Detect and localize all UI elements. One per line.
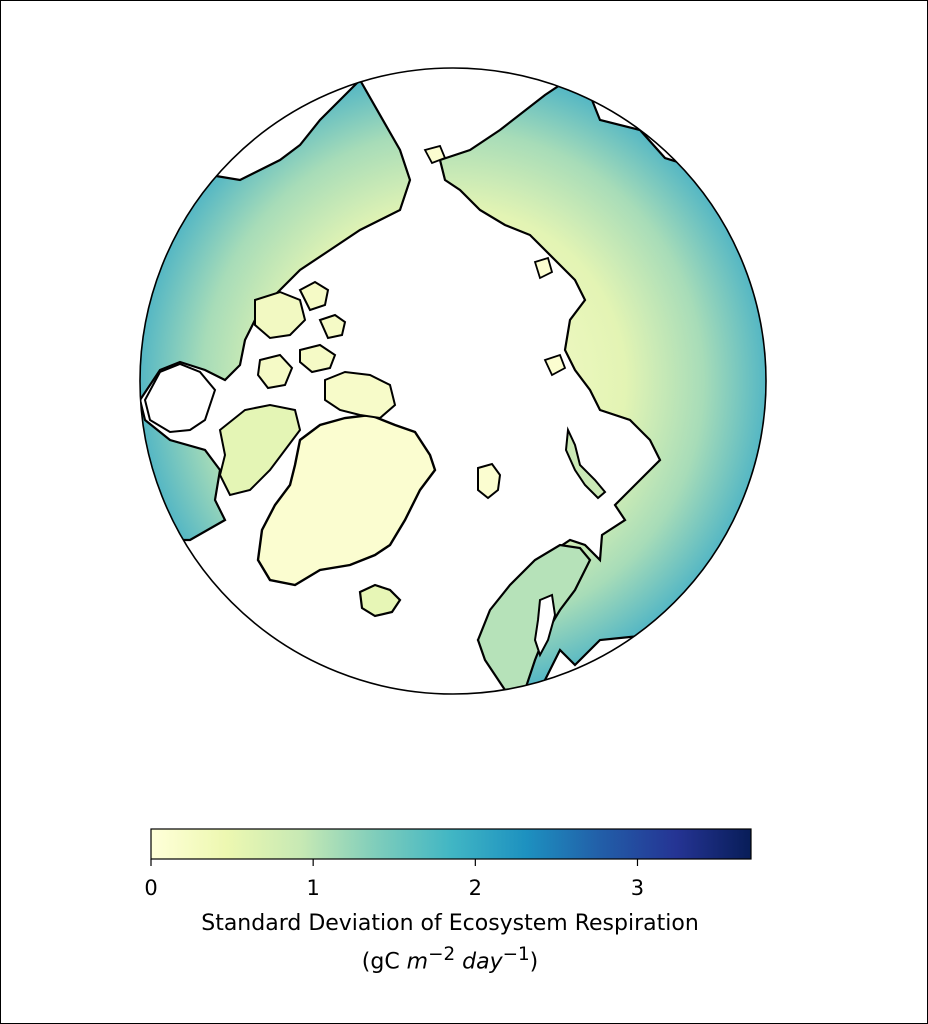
units-prefix: (gC [361,949,407,975]
land-wrangel-island [423,144,447,165]
colorbar [150,828,752,860]
land-severnaya-zemlya [533,256,554,280]
colorbar-label: Standard Deviation of Ecosystem Respirat… [201,911,699,936]
land-svalbard [477,462,502,500]
land-arctic-island-b [256,353,294,390]
land-banks-island [298,280,330,312]
land-novaya-zemlya [564,426,607,500]
land-iceland [358,583,402,618]
water-baltic [533,593,557,658]
units-day: day [462,949,503,975]
units-day-exp: −1 [502,944,530,965]
land-eurasia [438,83,766,692]
units-suffix: ) [529,949,539,975]
units-m: m [406,949,429,975]
land-devon-island [299,343,337,374]
land-arctic-island-a [318,313,347,340]
land-baffin-island [218,403,302,497]
water-hudson-bay [143,362,217,434]
land-franz-josef [543,353,567,377]
globe-boundary [139,67,767,695]
map-content [140,68,766,694]
land-ellesmere-island [324,370,397,420]
land-greenland [256,413,437,587]
colorbar-units: (gC m−2 day−1) [0,944,900,974]
land-victoria-island [254,290,307,340]
units-m-exp: −2 [428,944,456,965]
colorbar-ticks [150,859,639,866]
